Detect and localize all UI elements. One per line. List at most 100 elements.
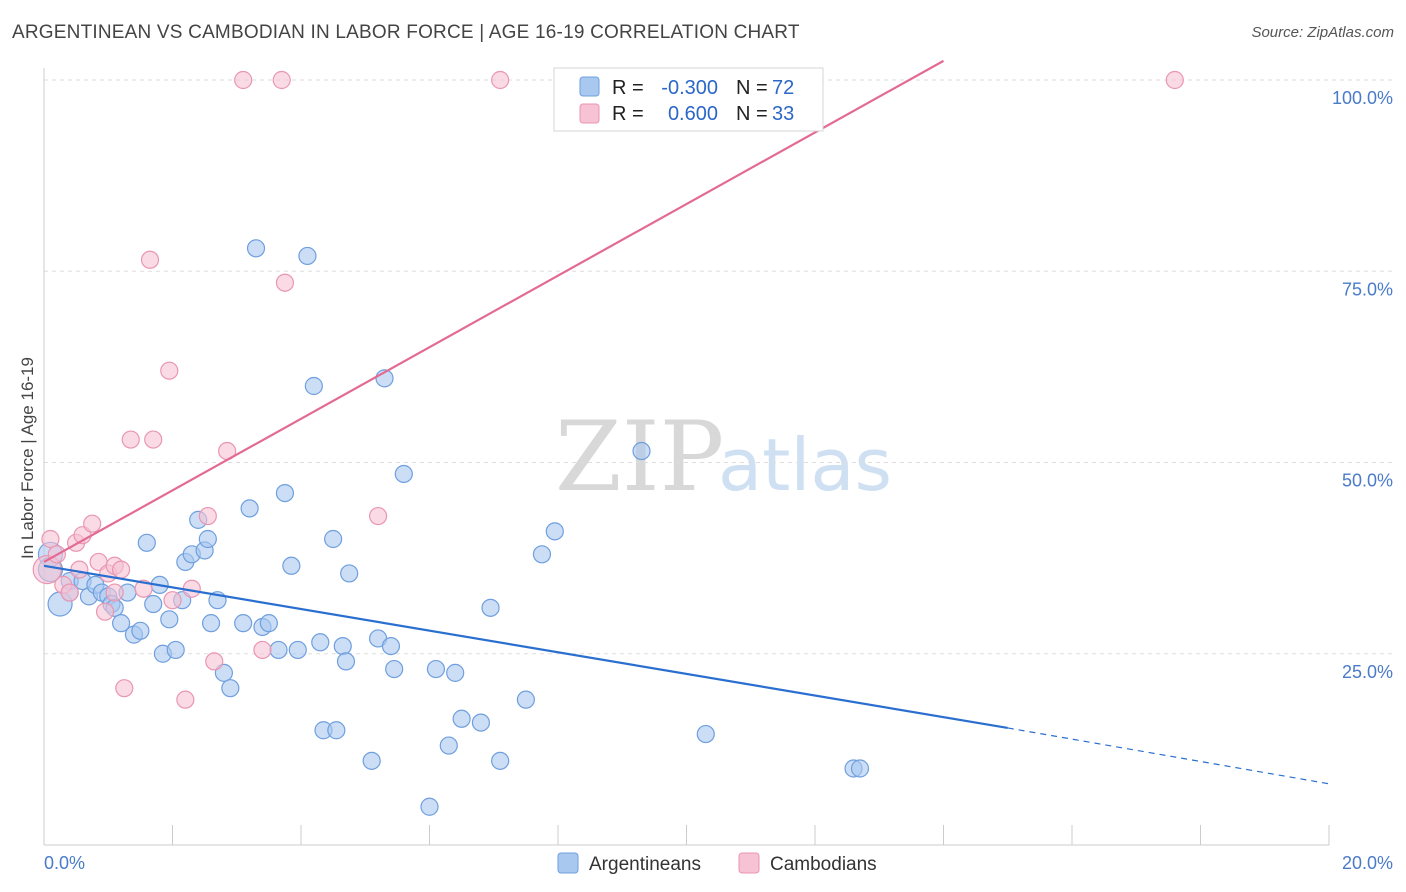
cambodian-point-33 [1165, 70, 1184, 90]
cambodian-point-21 [163, 591, 182, 610]
cambodian-point-25 [205, 652, 224, 671]
argentinean-point-50 [362, 751, 381, 770]
legend-n-value-1: 72 [772, 77, 794, 99]
argentinean-trend-extension [1007, 727, 1330, 785]
y-tick-label-50: 50.0% [1342, 471, 1393, 491]
argentinean-point-49 [340, 564, 359, 583]
cambodian-point-17 [134, 579, 153, 598]
cambodian-point-19 [144, 430, 163, 449]
legend-r-label-2: R = [612, 103, 644, 125]
cambodian-point-15 [115, 679, 134, 698]
chart-title: ARGENTINEAN VS CAMBODIAN IN LABOR FORCE … [12, 22, 800, 43]
cambodian-points [32, 70, 1184, 709]
argentinean-point-68 [696, 724, 715, 744]
argentinean-point-60 [452, 709, 471, 728]
argentinean-point-62 [481, 598, 500, 617]
argentinean-point-16 [137, 533, 156, 552]
argentinean-point-41 [298, 246, 317, 266]
argentinean-point-56 [420, 797, 439, 816]
argentinean-trend-line [43, 564, 1008, 730]
argentinean-point-57 [426, 659, 446, 679]
argentinean-point-17 [144, 594, 163, 614]
argentinean-point-59 [446, 663, 465, 682]
x-tick-marks [172, 825, 1330, 845]
argentinean-point-61 [471, 713, 490, 732]
legend-n-value-2: 33 [772, 103, 794, 125]
bottom-legend-cambodians: Cambodians [770, 854, 877, 875]
series-legend: Argentineans Cambodians [557, 852, 877, 875]
cambodian-point-8 [83, 514, 102, 533]
argentinean-point-27 [198, 529, 217, 549]
cambodian-point-29 [272, 70, 291, 90]
legend-r-value-1: -0.300 [661, 77, 718, 99]
y-axis-label: In Labor Force | Age 16-19 [18, 357, 37, 559]
x-tick-label-max: 20.0% [1342, 853, 1393, 873]
cambodian-point-4 [60, 583, 79, 602]
argentinean-point-55 [394, 464, 413, 484]
argentinean-point-46 [327, 721, 346, 740]
bottom-legend-argentineans: Argentineans [589, 854, 701, 875]
x-tick-label-min: 0.0% [44, 853, 85, 873]
cambodian-point-32 [491, 70, 510, 90]
cambodian-point-27 [234, 70, 253, 90]
argentinean-point-21 [166, 640, 185, 660]
argentinean-point-40 [288, 640, 307, 660]
cambodian-point-12 [105, 583, 124, 602]
argentinean-point-58 [439, 736, 458, 755]
argentinean-point-54 [385, 659, 404, 679]
cambodian-point-16 [121, 430, 140, 449]
argentinean-point-38 [275, 484, 295, 503]
legend-n-label-2: N = [736, 103, 768, 125]
cambodian-point-24 [198, 506, 217, 526]
legend-r-value-2: 0.600 [668, 103, 718, 125]
argentinean-point-32 [234, 614, 253, 633]
argentinean-point-65 [532, 545, 552, 564]
cambodian-point-28 [253, 640, 272, 660]
legend-r-label-1: R = [612, 77, 644, 99]
argentinean-point-39 [282, 556, 301, 575]
cambodian-point-30 [275, 273, 295, 292]
gridlines [44, 79, 1394, 655]
legend-n-label-1: N = [736, 77, 768, 99]
watermark-atlas: atlas [718, 423, 892, 507]
cambodian-point-31 [369, 506, 388, 526]
cambodian-trend-line [43, 59, 945, 563]
cambodian-point-22 [176, 690, 195, 709]
legend-swatch-argentineans [579, 76, 600, 97]
argentinean-point-67 [632, 441, 651, 461]
argentinean-point-36 [259, 614, 278, 633]
argentinean-point-31 [221, 679, 240, 698]
argentinean-point-53 [381, 636, 401, 656]
bottom-legend-swatch-cambodians [738, 852, 760, 874]
argentinean-point-28 [201, 614, 221, 633]
trend-lines [43, 59, 1330, 785]
source-label: Source: ZipAtlas.com [1251, 24, 1394, 41]
cambodian-point-20 [160, 361, 179, 380]
argentinean-point-15 [131, 621, 150, 640]
cambodian-point-6 [70, 560, 89, 579]
argentinean-point-48 [336, 652, 356, 671]
cambodian-point-14 [111, 560, 131, 579]
argentinean-point-66 [545, 522, 564, 541]
argentinean-point-34 [246, 239, 266, 258]
argentinean-point-20 [160, 610, 179, 629]
correlation-legend: R = -0.300 N = 72 R = 0.600 N = 33 [553, 67, 824, 132]
y-tick-label-75: 75.0% [1342, 279, 1393, 299]
bottom-legend-swatch-argentineans [557, 852, 579, 874]
argentinean-point-33 [240, 499, 259, 518]
argentinean-point-64 [516, 690, 535, 709]
argentinean-point-47 [333, 636, 352, 656]
argentinean-point-63 [491, 751, 510, 770]
cambodian-point-18 [140, 250, 160, 269]
argentinean-point-45 [324, 529, 343, 549]
legend-swatch-cambodians [579, 103, 600, 124]
argentinean-point-12 [111, 614, 131, 633]
argentinean-point-70 [850, 759, 870, 778]
argentinean-point-42 [304, 376, 323, 396]
argentinean-points [37, 239, 870, 816]
argentinean-point-43 [311, 633, 330, 652]
y-tick-labels: 25.0% 50.0% 75.0% 100.0% [1332, 88, 1393, 682]
cambodian-point-10 [95, 602, 115, 621]
y-tick-label-100: 100.0% [1332, 88, 1393, 108]
